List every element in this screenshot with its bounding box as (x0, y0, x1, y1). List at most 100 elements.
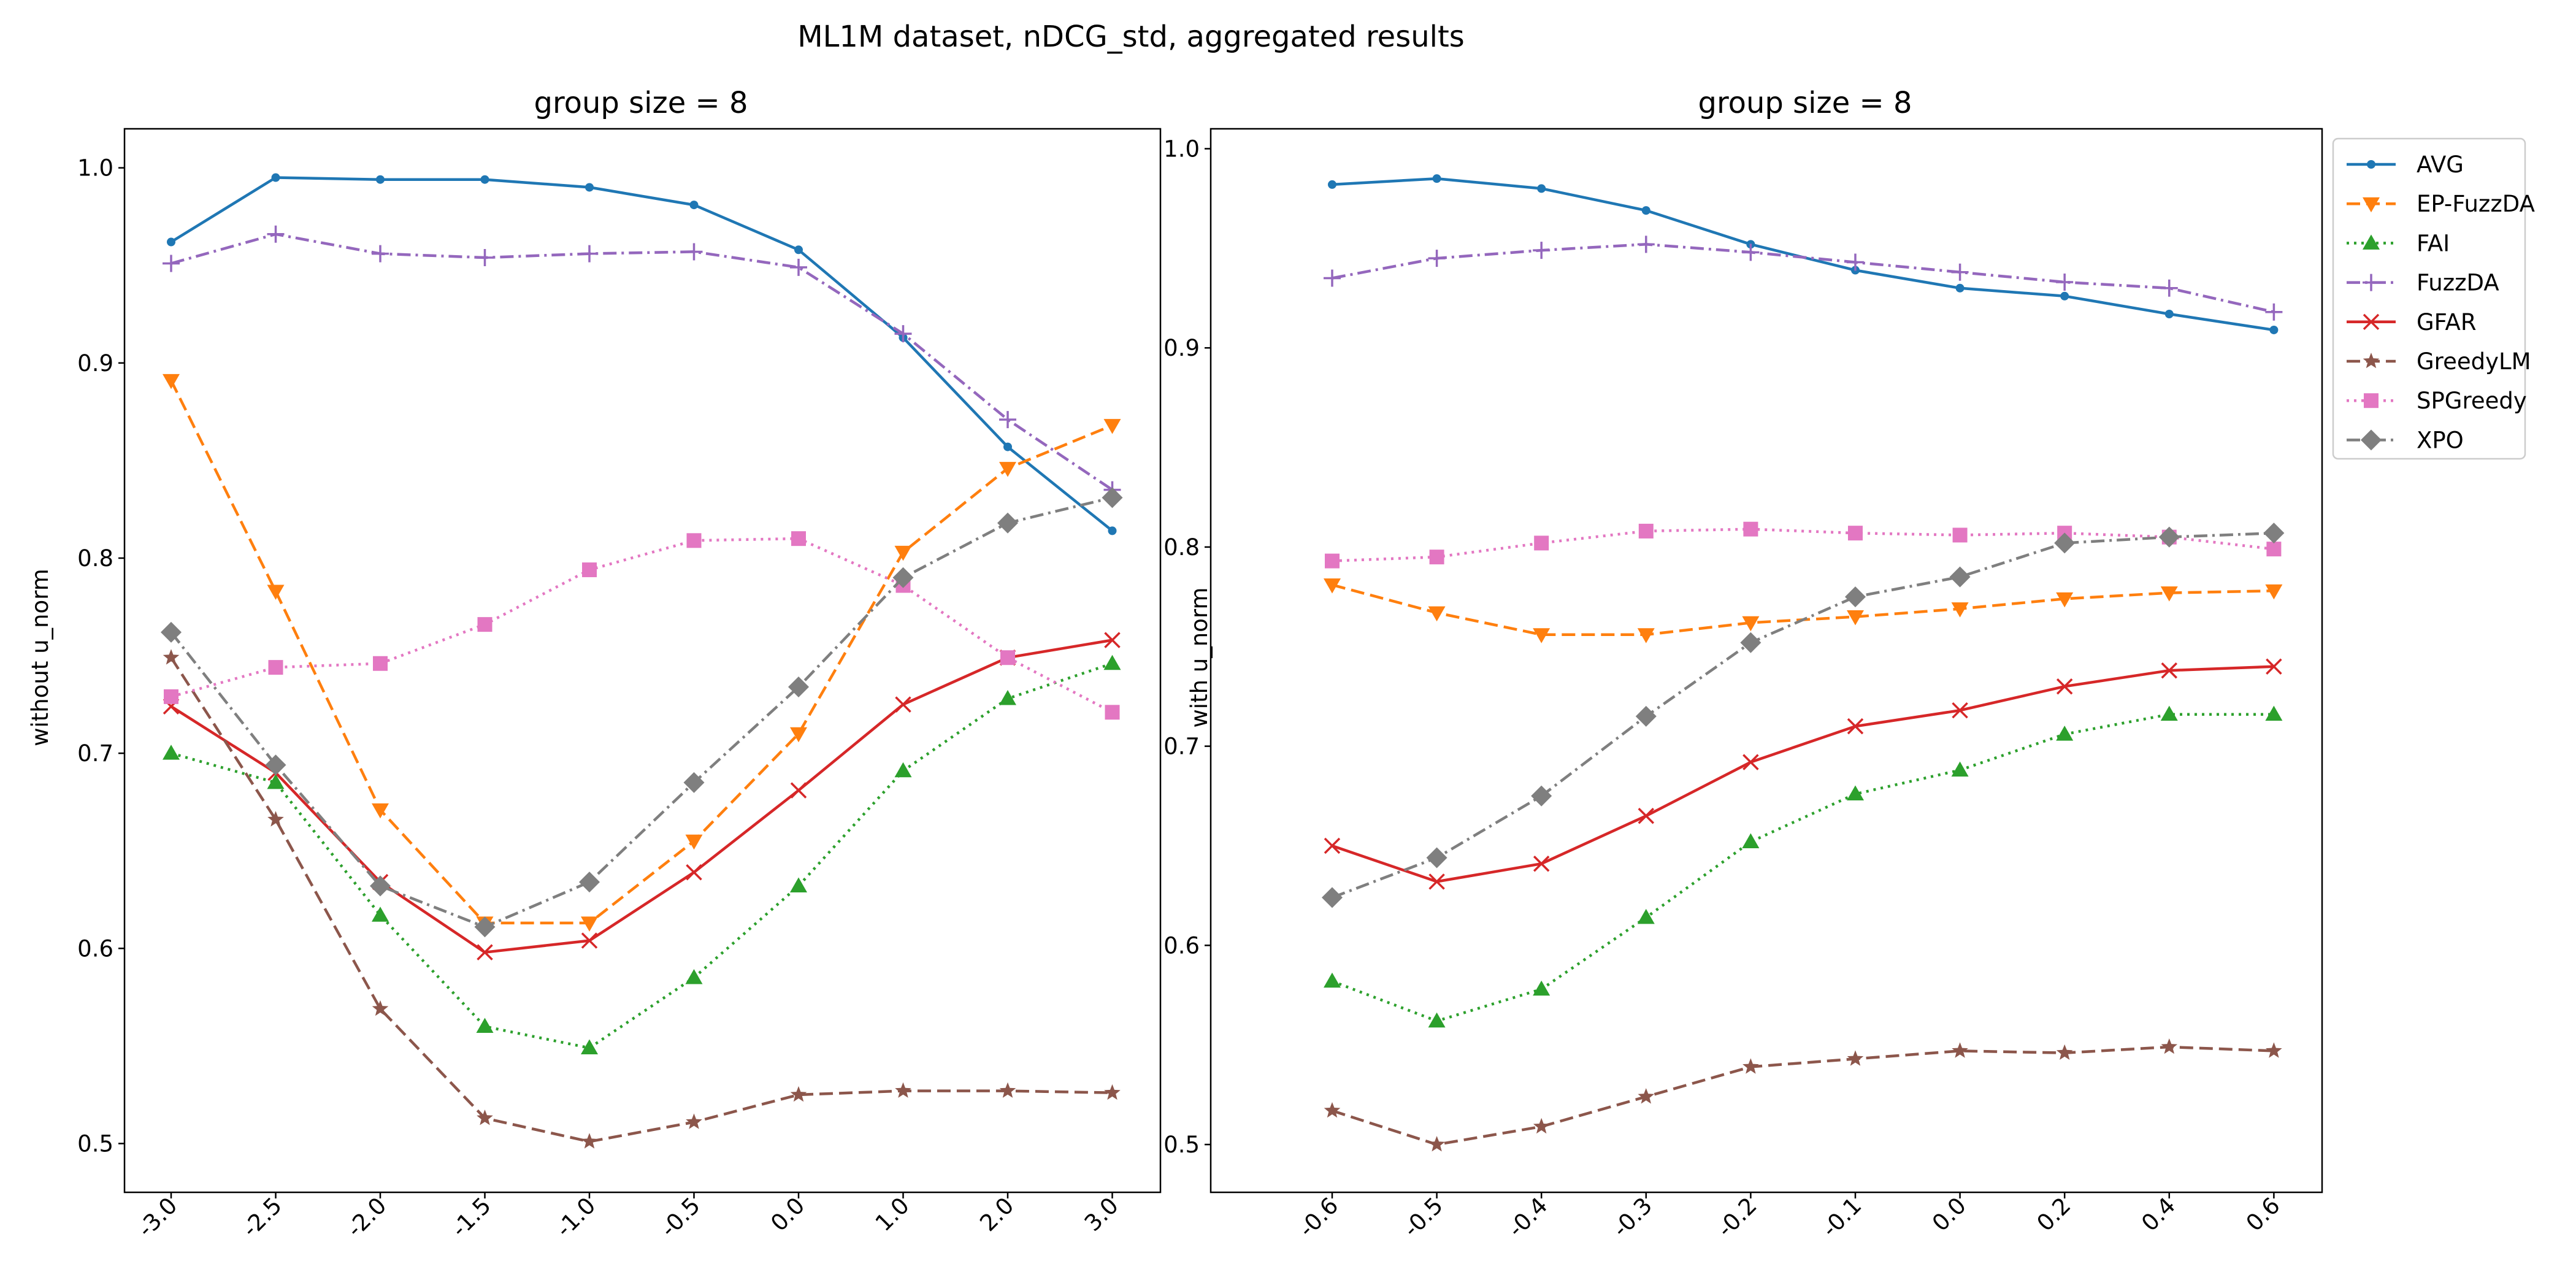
left-series-xpo (161, 487, 1123, 938)
right-point-xpo (2158, 526, 2180, 548)
right-point-ep-fuzzda (1324, 578, 1341, 594)
legend-label-greedylm: GreedyLM (2417, 348, 2531, 375)
legend-item-greedylm: GreedyLM (2347, 348, 2531, 375)
right-point-fai (1428, 1012, 1446, 1028)
left-point-greedylm (267, 811, 284, 827)
legend-item-gfar: GFAR (2347, 309, 2477, 335)
left-point-spgreedy (1000, 650, 1015, 665)
left-line-ep-fuzzda (169, 380, 1113, 925)
left-point-xpo (892, 567, 914, 588)
left-point-fai (267, 773, 285, 789)
right-line-fuzzda (1332, 243, 2274, 313)
legend-item-avg: AVG (2347, 151, 2464, 178)
legend-marker-ep-fuzzda (2363, 197, 2380, 213)
left-point-spgreedy (373, 656, 388, 671)
right-point-ep-fuzzda (1847, 610, 1864, 626)
left-point-ep-fuzzda (163, 374, 180, 389)
right-point-avg (2060, 291, 2069, 301)
legend-label-fuzzda: FuzzDA (2417, 270, 2499, 296)
right-point-xpo (1845, 586, 1866, 608)
right-point-spgreedy (2266, 542, 2282, 557)
left-point-greedylm (790, 1086, 807, 1102)
left-point-spgreedy (477, 617, 493, 632)
left-point-ep-fuzzda (267, 585, 285, 600)
left-point-fuzzda (999, 411, 1016, 429)
right-line-greedylm (1332, 1045, 2274, 1146)
right-point-xpo (1635, 705, 1657, 727)
right-point-avg (1955, 283, 1965, 293)
left-point-gfar (477, 944, 493, 960)
left-point-fai (685, 969, 703, 984)
left-point-avg (167, 237, 175, 247)
left-point-greedylm (477, 1110, 493, 1125)
right-point-xpo (1949, 566, 1971, 588)
right-point-greedylm (1847, 1050, 1864, 1066)
left-point-avg (1003, 442, 1012, 451)
right-point-xpo (1531, 785, 1552, 807)
left-point-spgreedy (268, 660, 283, 675)
right-point-fai (1637, 908, 1655, 924)
legend-box (2332, 137, 2526, 460)
left-point-xpo (474, 916, 496, 938)
right-point-xpo (1740, 632, 1761, 653)
right-point-avg (1537, 184, 1546, 193)
right-point-fuzzda (2160, 279, 2178, 297)
right-y-axis-label: with u_norm (1186, 588, 1213, 728)
right-point-fai (1847, 785, 1864, 801)
chart-left: group size = 8 without u_norm 0.5 0.6 0.7 0… (27, 86, 1162, 1242)
right-series-xpo (1322, 523, 2285, 908)
legend-label-avg: AVG (2417, 151, 2464, 178)
left-point-xpo (579, 872, 600, 893)
left-point-avg (585, 183, 594, 192)
right-point-fai (1533, 980, 1551, 996)
right-point-ep-fuzzda (2265, 584, 2283, 600)
left-point-avg (376, 175, 385, 184)
left-point-fuzzda (372, 245, 389, 263)
left-y-tick-label: 0.8 (77, 545, 113, 572)
left-axes-frame (123, 128, 1162, 1194)
right-point-ep-fuzzda (2160, 586, 2178, 602)
right-point-gfar (1952, 702, 1968, 719)
legend-label-ep-fuzzda: EP-FuzzDA (2417, 191, 2535, 217)
left-point-ep-fuzzda (999, 462, 1016, 477)
right-point-avg (1432, 174, 1441, 183)
right-point-gfar (1847, 718, 1864, 735)
left-plot-area: 0.50.60.70.80.91.0-3.0 -2.5 -2.0 -1.5 -1.0 -0… (77, 128, 1162, 1242)
left-point-fuzzda (163, 255, 180, 272)
left-point-fai (581, 1039, 598, 1055)
left-point-fuzzda (685, 243, 703, 261)
right-point-avg (2269, 325, 2279, 334)
right-point-greedylm (1428, 1136, 1445, 1152)
left-series-fai (163, 654, 1121, 1055)
right-point-spgreedy (1743, 521, 1758, 537)
right-point-fai (2056, 726, 2074, 741)
left-point-fuzzda (267, 225, 285, 243)
left-point-fai (476, 1018, 494, 1033)
right-point-avg (1641, 206, 1650, 215)
legend-marker-fai (2363, 234, 2380, 250)
left-series-fuzzda (163, 225, 1121, 499)
right-point-spgreedy (1848, 526, 1863, 541)
legend-label-fai: FAI (2417, 230, 2450, 256)
right-y-tick-label: 0.7 (1163, 734, 1200, 760)
left-point-xpo (265, 754, 286, 776)
right-point-fai (1742, 833, 1760, 848)
right-point-greedylm (1742, 1058, 1759, 1074)
left-point-gfar (686, 864, 702, 881)
left-line-avg (170, 176, 1113, 532)
left-line-fai (171, 662, 1113, 1049)
left-y-tick-label: 1.0 (77, 155, 113, 182)
left-point-xpo (788, 676, 809, 697)
right-series-fai (1324, 705, 2283, 1028)
right-point-greedylm (1533, 1117, 1550, 1134)
left-point-gfar (790, 782, 807, 799)
right-point-ep-fuzzda (2056, 592, 2074, 608)
left-point-xpo (370, 875, 391, 897)
left-point-ep-fuzzda (790, 727, 807, 743)
right-line-gfar (1332, 665, 2274, 883)
right-point-fuzzda (1951, 263, 1969, 281)
left-point-fai (894, 762, 912, 778)
right-point-xpo (2263, 523, 2285, 544)
right-point-ep-fuzzda (1428, 606, 1446, 622)
legend-label-xpo: XPO (2417, 427, 2464, 453)
